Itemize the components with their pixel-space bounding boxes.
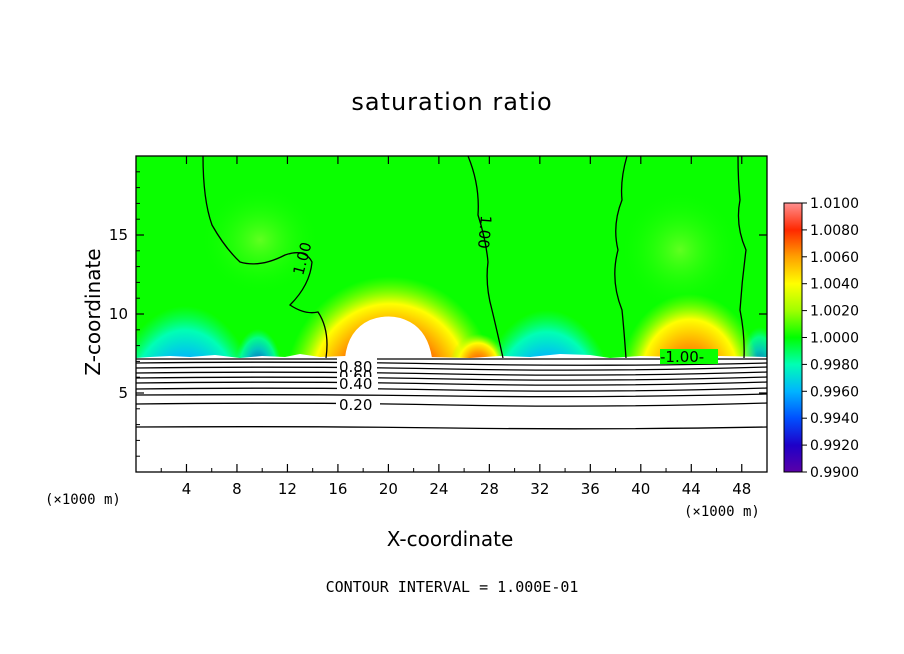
contour-interval-note: CONTOUR INTERVAL = 1.000E-01	[325, 578, 579, 596]
colorbar-label: 0.9900	[810, 465, 859, 481]
x-tick-label: 40	[631, 480, 650, 498]
contour-0-50	[136, 381, 767, 386]
x-tick-label: 8	[232, 480, 242, 498]
subcloud-white	[136, 354, 767, 472]
colorbar-label: 0.9960	[810, 384, 859, 400]
contour-label: 0.80	[339, 358, 372, 376]
x-tick-label: 36	[581, 480, 600, 498]
y-tick-label: 10	[109, 305, 128, 323]
contour-0-40	[136, 387, 767, 392]
contour-0-70	[136, 371, 767, 376]
colorbar: 1.0100 1.0080 1.0060 1.0040 1.0020 1.0000 0.99…	[783, 196, 859, 481]
y-axis-label: Z-coordinate	[81, 248, 105, 376]
colorbar-label: 0.9980	[810, 357, 859, 373]
y-tick-label: 5	[118, 384, 128, 402]
contour-1-00-right-b	[737, 156, 747, 359]
y-tick-label: 15	[109, 226, 128, 244]
colorbar-label: 1.0040	[810, 277, 859, 293]
contour-label: -1.00-	[660, 348, 704, 366]
x-tick-label: 12	[278, 480, 297, 498]
contour-label: 1.00	[474, 215, 495, 250]
chart-title: saturation ratio	[351, 88, 553, 116]
contour-1-00-middle	[467, 156, 504, 359]
contour-lines	[136, 156, 767, 430]
x-tick-label: 44	[682, 480, 701, 498]
x-axis: 4 8 12 16 20 24 28 32 36 40 44 48	[160, 156, 751, 498]
colorbar-label: 0.9940	[810, 411, 859, 427]
x-axis-label: X-coordinate	[386, 527, 514, 551]
x-tick-label: 28	[480, 480, 499, 498]
contour-1-00-left	[202, 156, 328, 359]
colorbar-label: 1.0000	[810, 331, 859, 347]
contour-0-80	[136, 366, 767, 371]
x-unit-note-right: (×1000 m)	[684, 504, 760, 520]
colorbar-label: 1.0080	[810, 223, 859, 239]
colorbar-label: 1.0060	[810, 250, 859, 266]
y-axis: 5 10 15	[109, 171, 767, 457]
x-tick-label: 16	[328, 480, 347, 498]
contour-0-30	[136, 393, 767, 398]
x-tick-label: 24	[429, 480, 448, 498]
x-tick-label: 48	[732, 480, 751, 498]
colorbar-label: 0.9920	[810, 438, 859, 454]
colorbar-ticks: 1.0100 1.0080 1.0060 1.0040 1.0020 1.0000 0.99…	[802, 196, 859, 481]
contour-0-10	[136, 426, 767, 430]
contour-label: 0.20	[339, 396, 372, 414]
field-light-area	[620, 190, 740, 310]
contour-0-90	[136, 361, 767, 366]
colorbar-label: 1.0020	[810, 304, 859, 320]
contour-label: 0.40	[339, 375, 372, 393]
x-tick-label: 20	[379, 480, 398, 498]
x-unit-note-left: (×1000 m)	[45, 492, 121, 508]
colorbar-body	[783, 202, 803, 473]
x-tick-label: 4	[182, 480, 192, 498]
colorbar-label: 1.0100	[810, 196, 859, 212]
saturation-field	[136, 156, 767, 472]
cloud-core-20km	[345, 316, 432, 358]
contour-1-00-right-a	[614, 156, 628, 359]
x-tick-label: 32	[530, 480, 549, 498]
contour-labels: 1.00 1.00 -1.00- 0.80 0.60 0.40 0.20	[289, 215, 718, 414]
contour-0-60	[136, 376, 767, 381]
contour-0-20	[136, 402, 767, 407]
